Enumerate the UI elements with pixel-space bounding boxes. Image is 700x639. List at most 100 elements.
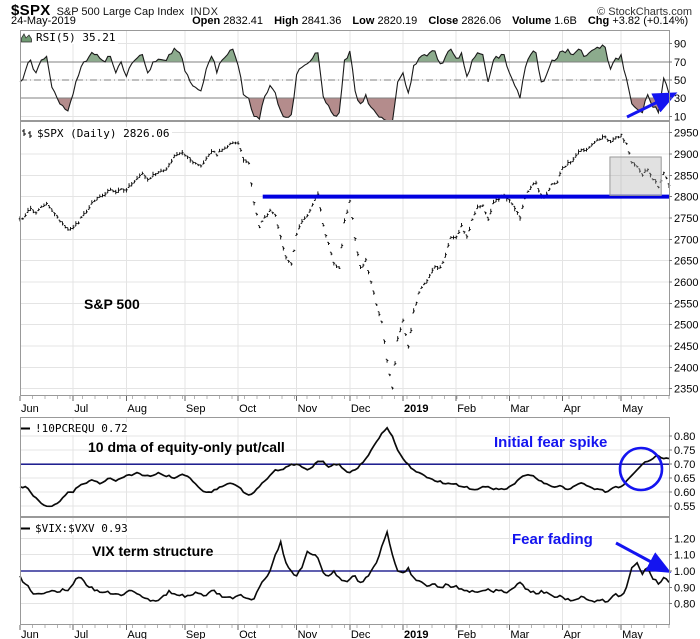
quote-volume-label: Volume xyxy=(512,15,552,27)
month-label: Jun xyxy=(21,403,39,415)
axis-ticks xyxy=(19,396,670,401)
quote-high: High 2841.36 xyxy=(274,15,341,27)
y-tick-label: 2700 xyxy=(674,234,698,246)
month-label: Jul xyxy=(74,403,89,415)
copyright-text: © StockCharts.com xyxy=(597,6,692,18)
y-tick-label: 0.60 xyxy=(674,487,695,499)
quote-close: Close 2826.06 xyxy=(428,15,501,27)
x-axis-months-lower: Jun Jul Aug Sep Oct Nov Dec 2019 Feb Mar Apr May xyxy=(0,625,700,639)
y-tick-label: 10 xyxy=(674,111,686,121)
y-tick-label: 0.80 xyxy=(674,599,695,611)
putcall-callout-text: Initial fear spike xyxy=(494,434,608,451)
month-label: Feb xyxy=(457,629,477,639)
y-tick-label: 2750 xyxy=(674,213,698,225)
y-tick-label: 0.55 xyxy=(674,501,695,513)
month-label: Aug xyxy=(127,403,147,415)
y-tick-label: 2350 xyxy=(674,384,698,396)
y-tick-label: 90 xyxy=(674,39,686,51)
quote-volume-value: 1.6B xyxy=(554,15,577,27)
ticker-symbol: $SPX xyxy=(11,2,51,19)
rsi-panel-chart: 90 70 50 30 10 xyxy=(19,30,686,121)
quote-date: 24-May-2019 xyxy=(11,15,76,27)
rsi-panel-label-text: RSI(5) 35.21 xyxy=(36,31,116,44)
month-label: May xyxy=(622,629,643,639)
y-tick-label: 2650 xyxy=(674,256,698,268)
month-label: Dec xyxy=(350,629,371,639)
area-chart-icon xyxy=(21,33,32,43)
axis-ticks xyxy=(19,625,670,630)
quote-low-value: 2820.19 xyxy=(377,15,418,27)
y-tick-label: 70 xyxy=(674,57,686,69)
vix-panel-label-text: $VIX:$VXV 0.93 xyxy=(35,522,128,535)
y-tick-label: 0.65 xyxy=(674,473,695,485)
line-series-icon xyxy=(21,427,30,430)
putcall-panel-label-text: !10PCREQU 0.72 xyxy=(35,422,128,435)
quote-open-value: 2832.41 xyxy=(223,15,264,27)
putcall-panel-chart: 0.80 0.75 0.70 0.65 0.60 0.55 xyxy=(19,417,695,517)
header-title-row: $SPX S&P 500 Large Cap Index INDX © Stoc… xyxy=(11,2,692,19)
y-tick-label: 2500 xyxy=(674,320,698,332)
price-panel-chart: 2950 2900 2850 2800 2750 2700 2650 2600 2550 2500… xyxy=(18,121,698,396)
month-label: 2019 xyxy=(404,403,429,415)
month-label: Sep xyxy=(185,629,206,639)
month-label: Jul xyxy=(74,629,89,639)
month-label: Oct xyxy=(239,403,257,415)
y-tick-label: 2450 xyxy=(674,341,698,353)
y-tick-label: 2950 xyxy=(674,128,698,140)
month-label: Mar xyxy=(510,629,530,639)
index-name: S&P 500 Large Cap Index xyxy=(56,6,185,18)
quote-change-label: Chg xyxy=(587,15,610,27)
y-tick-label: 1.20 xyxy=(674,533,695,545)
y-tick-label: 0.75 xyxy=(674,445,695,457)
y-tick-label: 1.00 xyxy=(674,566,695,578)
exchange-label: INDX xyxy=(190,6,219,18)
month-label: Mar xyxy=(510,403,530,415)
month-label: Nov xyxy=(297,629,318,639)
quote-low: Low 2820.19 xyxy=(352,15,417,27)
month-label: 2019 xyxy=(404,629,429,639)
y-tick-label: 0.90 xyxy=(674,582,695,594)
month-label: Apr xyxy=(563,629,581,639)
vix-callout-text: Fear fading xyxy=(512,531,593,548)
ohlc-bars-icon xyxy=(22,129,32,138)
vix-annotation-text: VIX term structure xyxy=(92,543,214,559)
y-tick-label: 2600 xyxy=(674,277,698,289)
quote-volume: Volume 1.6B xyxy=(512,15,577,27)
quote-low-label: Low xyxy=(352,15,375,27)
month-label: May xyxy=(622,403,643,415)
price-panel-label-text: $SPX (Daily) 2826.06 xyxy=(37,127,170,140)
price-panel-label: $SPX (Daily) 2826.06 xyxy=(21,127,173,140)
putcall-panel-label: !10PCREQU 0.72 xyxy=(21,422,131,435)
vix-panel-label: $VIX:$VXV 0.93 xyxy=(21,522,131,535)
quote-change: Chg +3.82 (+0.14%) xyxy=(588,15,688,27)
y-tick-label: 2850 xyxy=(674,170,698,182)
y-tick-label: 30 xyxy=(674,93,686,105)
month-label: Apr xyxy=(563,403,581,415)
quote-open: Open 2832.41 xyxy=(192,15,263,27)
y-tick-label: 2400 xyxy=(674,362,698,374)
price-annotation-text: S&P 500 xyxy=(84,296,140,312)
quote-close-value: 2826.06 xyxy=(461,15,502,27)
quote-change-value: +3.82 (+0.14%) xyxy=(612,15,689,27)
y-tick-label: 2900 xyxy=(674,149,698,161)
putcall-annotation-text: 10 dma of equity-only put/call xyxy=(88,439,285,455)
month-label: Oct xyxy=(239,629,257,639)
y-tick-label: 1.10 xyxy=(674,550,695,562)
y-tick-label: 2550 xyxy=(674,298,698,310)
quote-high-label: High xyxy=(274,15,299,27)
month-label: Dec xyxy=(350,403,371,415)
y-tick-label: 2800 xyxy=(674,192,698,204)
quote-high-value: 2841.36 xyxy=(301,15,342,27)
x-axis-months-upper: Jun Jul Aug Sep Oct Nov Dec 2019 Feb Mar Apr May xyxy=(0,396,700,417)
month-label: Aug xyxy=(127,629,147,639)
rsi-panel-label: RSI(5) 35.21 xyxy=(21,31,119,44)
y-tick-label: 0.70 xyxy=(674,459,695,471)
vix-panel-chart: 1.20 1.10 1.00 0.90 0.80 xyxy=(19,517,695,625)
y-tick-label: 50 xyxy=(674,75,686,87)
quote-open-label: Open xyxy=(192,15,221,27)
line-series-icon xyxy=(21,527,30,530)
quote-close-label: Close xyxy=(428,15,459,27)
month-label: Jun xyxy=(21,629,39,639)
y-tick-label: 0.80 xyxy=(674,431,695,443)
